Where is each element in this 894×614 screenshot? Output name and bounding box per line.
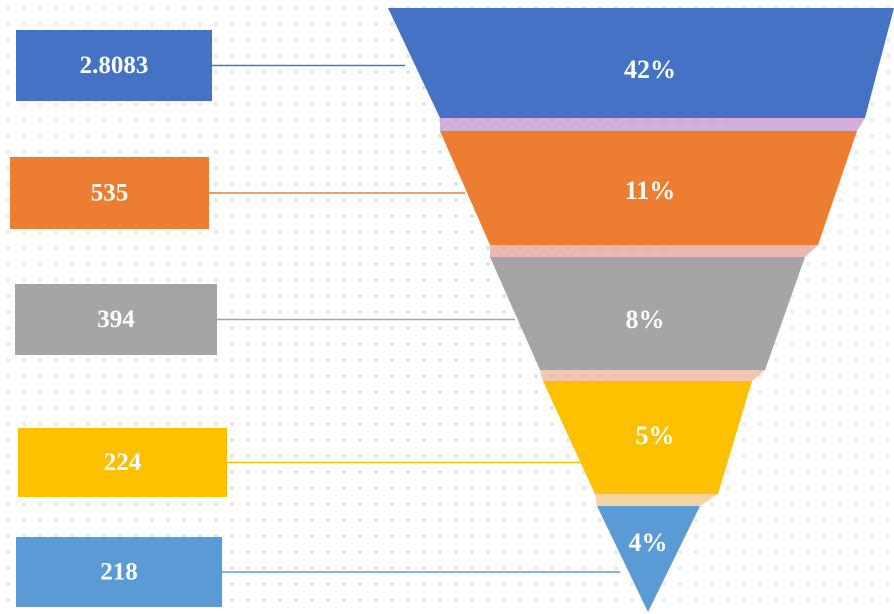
value-box: [18, 428, 227, 497]
funnel-segment: [543, 381, 752, 494]
value-label: 535: [91, 180, 129, 207]
funnel-segment: [440, 131, 857, 245]
value-box: [10, 157, 209, 229]
value-label: 224: [104, 449, 142, 476]
percent-label: 42%: [624, 55, 676, 84]
value-label: 394: [97, 306, 135, 333]
value-box: [16, 30, 212, 101]
segment-connector: [595, 494, 718, 506]
value-label: 2.8083: [80, 52, 149, 79]
segment-connector: [440, 118, 865, 131]
percent-label: 11%: [625, 176, 676, 205]
funnel-segment: [597, 506, 700, 612]
value-box: [15, 284, 217, 355]
funnel-segment: [490, 257, 805, 370]
segment-connector: [490, 245, 818, 257]
value-box: [16, 537, 222, 607]
percent-label: 4%: [629, 528, 668, 557]
percent-label: 8%: [626, 305, 665, 334]
segment-connector: [540, 370, 765, 381]
funnel-segment: [388, 8, 894, 118]
value-label: 218: [100, 559, 138, 586]
percent-label: 5%: [636, 421, 675, 450]
